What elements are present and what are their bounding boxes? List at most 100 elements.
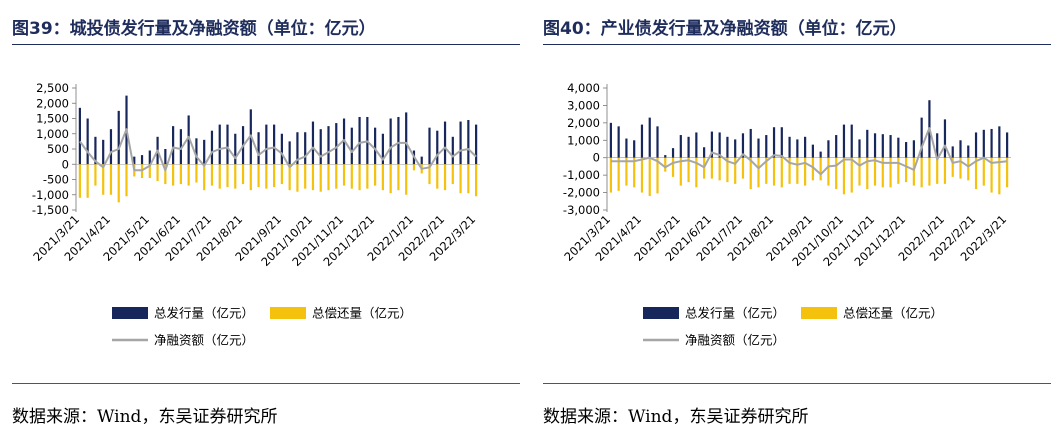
repay-bar <box>366 164 369 189</box>
repay-bar <box>835 157 838 190</box>
repay-bar <box>788 157 791 184</box>
issue-bar <box>889 135 892 158</box>
repay-bar <box>780 157 783 188</box>
repay-bar <box>912 157 915 186</box>
y-tick-label: 2,000 <box>567 116 600 130</box>
repay-bar <box>327 164 330 191</box>
repay-bar <box>819 157 822 181</box>
issue-bar <box>842 124 846 158</box>
issue-bar <box>998 126 1001 158</box>
issue-bar <box>936 133 939 158</box>
issue-bar <box>609 122 612 158</box>
repay-bar <box>772 157 776 186</box>
issue-bar <box>788 136 791 158</box>
issue-bar <box>804 136 807 158</box>
y-tick-label: 2,000 <box>36 96 69 110</box>
issue-bar <box>374 127 377 165</box>
y-tick-label: -1,000 <box>563 168 600 182</box>
repay-bar <box>257 164 260 188</box>
title-rule <box>12 44 520 45</box>
repay-bar <box>234 164 237 189</box>
repay-bar <box>428 164 431 185</box>
y-tick-label: 2,500 <box>36 81 69 95</box>
issue-bar <box>835 135 838 158</box>
issue-bar <box>951 146 954 158</box>
issue-bar <box>405 112 408 165</box>
repay-bar <box>475 164 478 197</box>
repay-bar <box>195 164 198 183</box>
repay-bar <box>951 157 954 177</box>
issue-bar <box>656 126 659 158</box>
repay-bar <box>249 164 252 191</box>
repay-bar <box>920 157 923 188</box>
repay-bar <box>671 157 675 177</box>
repay-bar <box>804 157 807 186</box>
repay-bar <box>866 157 869 190</box>
repay-bar <box>858 157 861 186</box>
issue-bar <box>695 132 698 158</box>
title-rule <box>543 44 1051 45</box>
issue-bar <box>873 133 877 158</box>
repay-bar <box>389 164 392 194</box>
repay-bar <box>609 157 612 193</box>
repay-bar <box>148 164 151 178</box>
issue-bar <box>436 130 439 165</box>
repay-bar <box>374 164 377 186</box>
issue-bar <box>710 131 713 158</box>
issue-bar <box>967 145 970 158</box>
repay-bar <box>109 164 113 195</box>
issue-bar <box>617 126 620 158</box>
issue-bar <box>749 128 752 158</box>
repay-bar <box>881 157 884 188</box>
repay-bar <box>405 164 408 195</box>
issue-bar <box>94 136 97 165</box>
issue-bar <box>257 132 260 165</box>
issue-bar <box>943 119 947 158</box>
legend-swatch <box>270 307 306 319</box>
repay-bar <box>342 164 346 186</box>
y-tick-label: -500 <box>43 173 69 187</box>
repay-bar <box>982 157 985 186</box>
y-tick-label: 500 <box>47 142 69 156</box>
bottom-rule <box>543 383 1051 384</box>
repay-bar <box>648 157 651 197</box>
repay-bar <box>990 157 993 193</box>
issue-bar <box>210 130 214 165</box>
repay-bar <box>718 157 721 181</box>
repay-bar <box>436 164 439 189</box>
repay-bar <box>726 157 729 183</box>
issue-bar <box>218 124 221 165</box>
legend-label: 总发行量（亿元） <box>154 306 254 321</box>
issue-bar <box>780 127 783 158</box>
repay-bar <box>741 157 745 179</box>
repay-bar <box>664 157 667 172</box>
issue-bar <box>881 134 884 158</box>
source-note: 数据来源：Wind，东吴证券研究所 <box>12 407 278 427</box>
issue-bar <box>905 142 908 158</box>
issue-bar <box>148 150 151 165</box>
issue-bar <box>633 140 636 158</box>
repay-bar <box>765 157 768 184</box>
repay-bar <box>273 164 276 188</box>
repay-bar <box>304 164 307 189</box>
issue-bar <box>459 121 462 165</box>
issue-bar <box>319 129 322 165</box>
issue-bar <box>389 118 392 165</box>
repay-bar <box>897 157 900 184</box>
repay-bar <box>1006 157 1009 188</box>
issue-bar <box>982 129 985 158</box>
repay-bar <box>850 157 853 193</box>
repay-bar <box>679 157 682 186</box>
legend-swatch <box>112 307 148 319</box>
issue-bar <box>203 139 206 165</box>
issue-bar <box>327 126 330 165</box>
issue-bar <box>280 133 283 165</box>
repay-bar <box>187 164 190 186</box>
bottom-rule <box>12 383 520 384</box>
repay-bar <box>94 164 97 186</box>
repay-bar <box>350 164 353 189</box>
repay-bar <box>749 157 752 190</box>
repay-bar <box>640 157 644 193</box>
y-tick-label: 1,500 <box>36 112 69 126</box>
